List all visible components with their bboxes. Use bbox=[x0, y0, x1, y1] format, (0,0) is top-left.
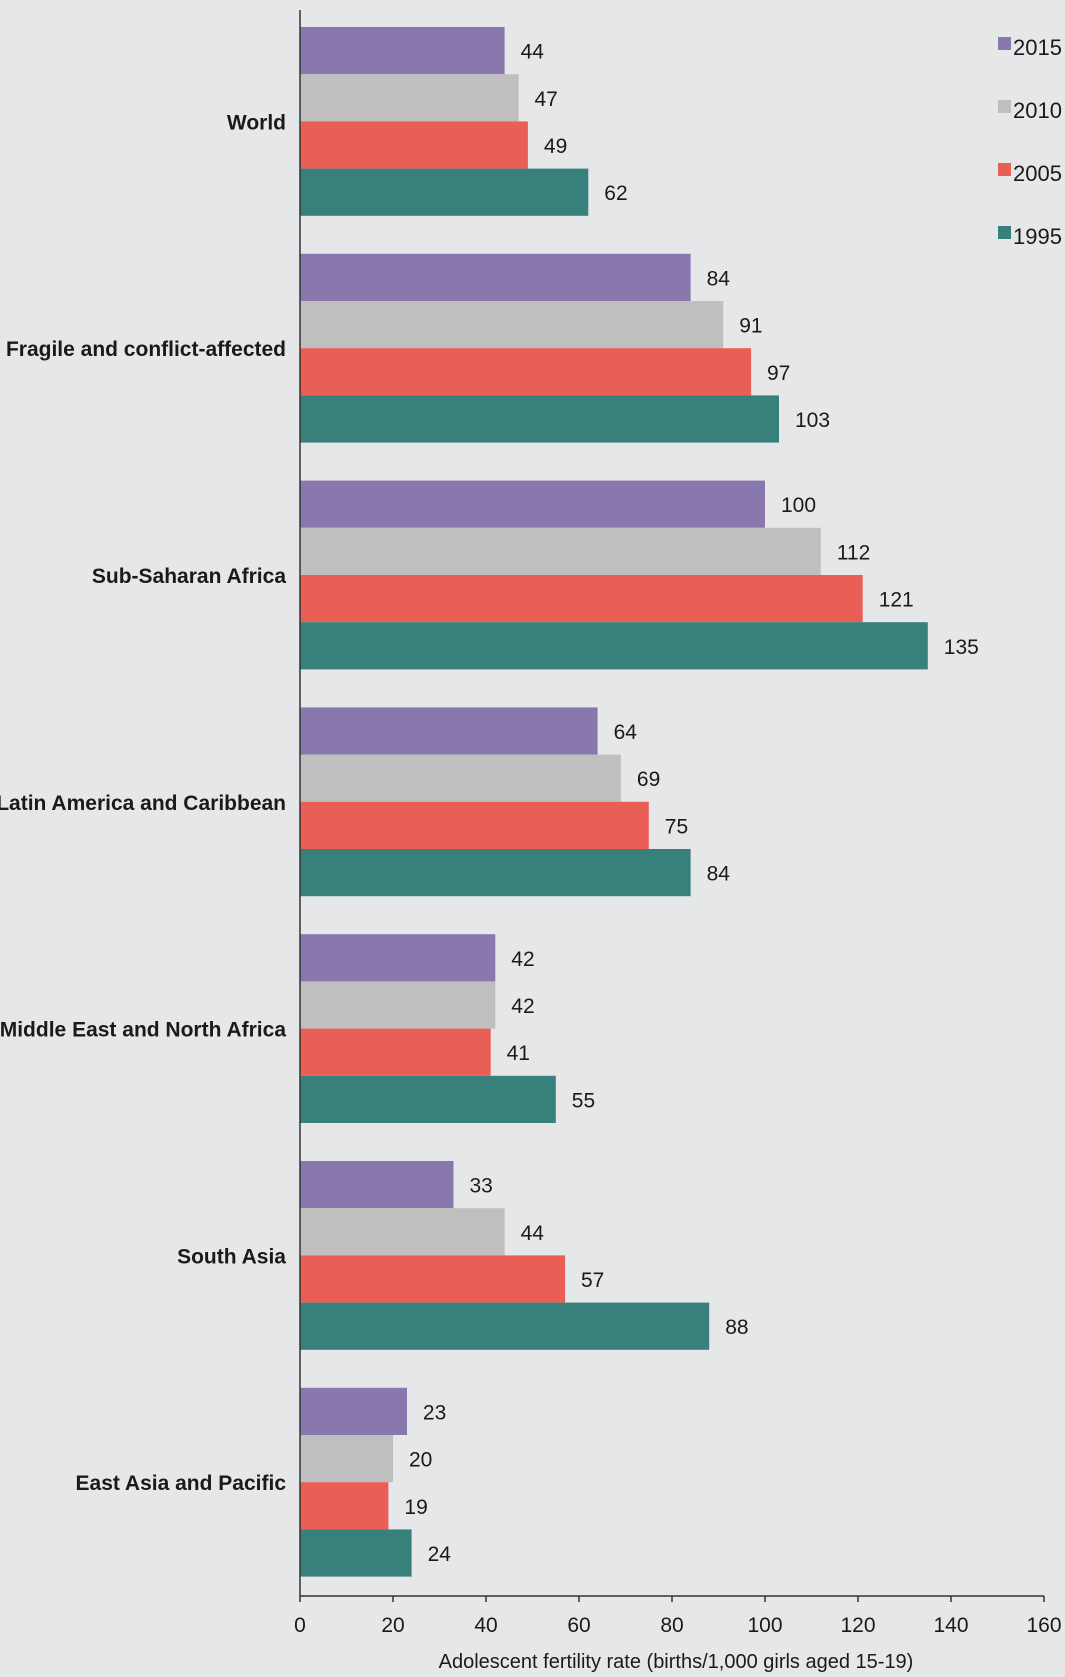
category-label-0: World bbox=[227, 111, 286, 134]
bar-2010-4 bbox=[300, 981, 496, 1029]
x-tick-label-3: 60 bbox=[567, 1614, 590, 1637]
data-label-2015-1: 84 bbox=[707, 267, 731, 290]
data-label-2015-4: 42 bbox=[511, 948, 534, 971]
data-label-2010-5: 44 bbox=[521, 1222, 545, 1245]
data-label-2015-6: 23 bbox=[423, 1401, 446, 1424]
data-label-2005-2: 121 bbox=[879, 589, 914, 612]
data-label-1995-3: 84 bbox=[707, 863, 731, 886]
bar-2010-6 bbox=[300, 1435, 393, 1483]
x-tick-label-6: 120 bbox=[840, 1614, 875, 1637]
bar-2015-2 bbox=[300, 480, 765, 528]
data-label-1995-5: 88 bbox=[725, 1316, 748, 1339]
x-tick-label-8: 160 bbox=[1026, 1614, 1061, 1637]
data-label-1995-0: 62 bbox=[604, 182, 627, 205]
data-label-2010-4: 42 bbox=[511, 995, 534, 1018]
bar-2015-4 bbox=[300, 934, 496, 982]
data-label-1995-6: 24 bbox=[428, 1543, 452, 1566]
data-label-2015-5: 33 bbox=[470, 1175, 493, 1198]
data-label-2005-1: 97 bbox=[767, 362, 790, 385]
bar-1995-0 bbox=[300, 168, 589, 216]
legend-label-1995: 1995 bbox=[1013, 224, 1062, 249]
legend-swatch-2010 bbox=[998, 100, 1011, 113]
data-label-2015-0: 44 bbox=[521, 41, 545, 64]
bar-1995-5 bbox=[300, 1302, 710, 1350]
bar-2010-3 bbox=[300, 754, 621, 802]
bar-2005-0 bbox=[300, 121, 528, 169]
bar-2010-2 bbox=[300, 527, 821, 575]
x-axis-title: Adolescent fertility rate (births/1,000 … bbox=[439, 1651, 914, 1673]
data-label-2010-0: 47 bbox=[535, 88, 558, 111]
data-label-2010-2: 112 bbox=[837, 541, 870, 564]
data-label-2010-3: 69 bbox=[637, 768, 660, 791]
x-tick-label-7: 140 bbox=[933, 1614, 968, 1637]
bar-2015-1 bbox=[300, 253, 691, 301]
x-tick-label-0: 0 bbox=[294, 1614, 306, 1637]
bar-2015-6 bbox=[300, 1387, 407, 1435]
bar-2005-6 bbox=[300, 1482, 389, 1530]
bar-1995-3 bbox=[300, 849, 691, 897]
bar-2005-1 bbox=[300, 348, 752, 396]
legend-label-2005: 2005 bbox=[1013, 161, 1062, 186]
category-label-3: Latin America and Caribbean bbox=[0, 792, 286, 815]
data-label-2005-0: 49 bbox=[544, 135, 567, 158]
bar-1995-4 bbox=[300, 1075, 556, 1123]
data-label-1995-4: 55 bbox=[572, 1089, 595, 1112]
x-tick-label-5: 100 bbox=[747, 1614, 782, 1637]
x-tick-label-4: 80 bbox=[660, 1614, 683, 1637]
legend-swatch-2015 bbox=[998, 37, 1011, 50]
legend-label-2010: 2010 bbox=[1013, 98, 1062, 123]
data-label-2015-3: 64 bbox=[614, 721, 638, 744]
data-label-2005-3: 75 bbox=[665, 815, 688, 838]
data-label-2015-2: 100 bbox=[781, 494, 816, 517]
data-label-2010-1: 91 bbox=[739, 315, 762, 338]
data-label-2005-6: 19 bbox=[404, 1496, 427, 1519]
bar-2010-5 bbox=[300, 1208, 505, 1256]
bar-2005-5 bbox=[300, 1255, 566, 1303]
category-label-2: Sub-Saharan Africa bbox=[92, 565, 286, 588]
legend-swatch-1995 bbox=[998, 226, 1011, 239]
bar-2010-0 bbox=[300, 74, 519, 122]
x-tick-label-2: 40 bbox=[474, 1614, 497, 1637]
legend-label-2015: 2015 bbox=[1013, 35, 1062, 60]
bar-2015-0 bbox=[300, 27, 505, 75]
bar-2015-3 bbox=[300, 707, 598, 755]
data-label-2005-4: 41 bbox=[507, 1042, 530, 1065]
bar-2015-5 bbox=[300, 1161, 454, 1209]
category-label-6: East Asia and Pacific bbox=[76, 1472, 287, 1495]
category-label-5: South Asia bbox=[177, 1245, 286, 1268]
data-label-1995-1: 103 bbox=[795, 409, 830, 432]
x-tick-label-1: 20 bbox=[381, 1614, 404, 1637]
bar-2005-4 bbox=[300, 1028, 491, 1076]
category-label-4: Middle East and North Africa bbox=[0, 1019, 286, 1042]
legend-swatch-2005 bbox=[998, 163, 1011, 176]
data-label-2010-6: 20 bbox=[409, 1449, 432, 1472]
category-label-1: Fragile and conflict-affected bbox=[6, 338, 286, 361]
bar-2010-1 bbox=[300, 301, 724, 349]
bar-1995-6 bbox=[300, 1529, 412, 1577]
bar-2005-3 bbox=[300, 801, 649, 849]
bar-2005-2 bbox=[300, 575, 863, 623]
bar-1995-1 bbox=[300, 395, 779, 443]
data-label-2005-5: 57 bbox=[581, 1269, 604, 1292]
data-label-1995-2: 135 bbox=[944, 636, 979, 659]
bar-1995-2 bbox=[300, 622, 928, 670]
